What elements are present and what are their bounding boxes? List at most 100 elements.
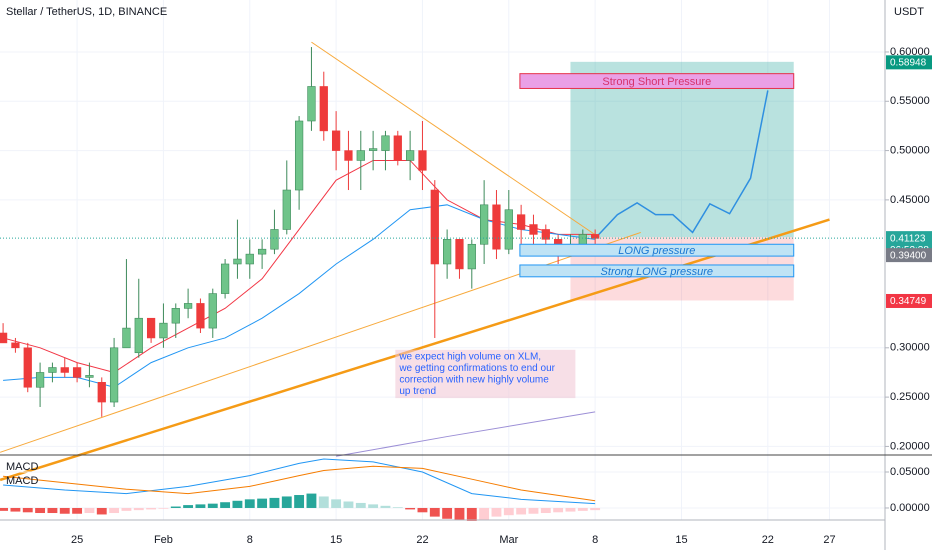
label-box xyxy=(519,264,795,278)
candle-body xyxy=(85,375,94,378)
candle-body xyxy=(492,204,501,250)
histogram-bar xyxy=(84,507,95,514)
histogram-bar xyxy=(355,502,366,508)
candle-body xyxy=(23,347,32,388)
y-tick-label: 0.55000 xyxy=(890,95,930,107)
candle-body xyxy=(319,86,328,132)
candle-body xyxy=(541,229,550,240)
histogram-bar xyxy=(244,499,255,508)
candle-body xyxy=(418,150,427,171)
note-text: up trend xyxy=(399,386,436,397)
candle-body xyxy=(233,258,242,265)
candle-body xyxy=(405,150,415,161)
candle-body xyxy=(146,317,156,339)
histogram-bar xyxy=(96,507,107,515)
candle-body xyxy=(480,204,489,245)
histogram-bar xyxy=(590,507,601,511)
histogram-bar xyxy=(392,507,403,508)
candle-body xyxy=(159,322,168,339)
candle-body xyxy=(393,135,402,161)
line-series xyxy=(594,90,769,239)
histogram-bar xyxy=(22,507,33,513)
candle-body xyxy=(11,342,20,349)
x-tick-label: 27 xyxy=(823,534,835,546)
histogram-bar xyxy=(59,507,70,514)
price-badge xyxy=(886,248,932,263)
x-tick-label: 15 xyxy=(675,534,687,546)
histogram-bar xyxy=(146,507,157,510)
candle-body xyxy=(381,135,390,151)
macd-subtitle: MACD xyxy=(6,475,38,487)
line-series xyxy=(311,41,598,237)
x-tick-label: 8 xyxy=(592,534,598,546)
histogram-bar xyxy=(257,498,268,508)
candle-body xyxy=(48,367,57,373)
price-badge xyxy=(886,55,932,70)
label-box xyxy=(519,73,795,89)
note-text: we getting confirmations to end our xyxy=(398,363,555,374)
candle-body xyxy=(529,224,538,235)
x-tick-label: 8 xyxy=(247,534,253,546)
histogram-bar xyxy=(331,499,342,508)
y-tick-label: 0.50000 xyxy=(890,144,930,156)
label-text: LONG pressure xyxy=(618,245,695,257)
histogram-bar xyxy=(47,507,58,514)
y-tick-label: 0.60000 xyxy=(890,46,930,58)
histogram-bar xyxy=(133,507,144,511)
candle-body xyxy=(467,243,476,270)
histogram-bar xyxy=(294,495,305,508)
candle-body xyxy=(196,303,205,329)
candle-body xyxy=(344,150,353,161)
price-badge-label: 0.34749 xyxy=(890,296,927,307)
x-tick-label: 15 xyxy=(330,534,342,546)
label-text: Strong LONG pressure xyxy=(601,266,714,278)
x-tick-label: 22 xyxy=(416,534,428,546)
candle-body xyxy=(307,86,316,122)
x-tick-label: 22 xyxy=(762,534,774,546)
candle-body xyxy=(430,189,439,265)
histogram-bar xyxy=(281,496,292,508)
histogram-bar xyxy=(183,505,194,508)
label-box xyxy=(519,243,795,257)
histogram-bar xyxy=(516,507,527,515)
candle-body xyxy=(134,317,143,354)
histogram-bar xyxy=(195,504,206,508)
histogram-bar xyxy=(109,507,120,514)
candle-body xyxy=(97,382,106,403)
histogram-bar xyxy=(10,507,21,512)
histogram-bar xyxy=(429,507,440,517)
note-text: we expect high volume on XLM, xyxy=(398,351,541,362)
macd-title: MACD xyxy=(6,461,38,473)
candle-body xyxy=(282,189,291,230)
histogram-bar xyxy=(540,507,551,514)
candle-body xyxy=(443,239,452,265)
candle-body xyxy=(220,263,230,294)
histogram-bar xyxy=(72,507,83,514)
candle-body xyxy=(72,367,82,378)
y-tick-label: 0.05000 xyxy=(890,466,930,478)
candle-body xyxy=(578,234,587,245)
line-series xyxy=(3,458,596,505)
price-badge-label: 0.39400 xyxy=(890,250,927,261)
line-series xyxy=(336,411,596,457)
candle-body xyxy=(455,239,464,270)
histogram-bar xyxy=(306,493,317,508)
histogram-bar xyxy=(491,507,502,517)
histogram-bar xyxy=(0,507,9,511)
y-tick-label: 0.25000 xyxy=(890,391,930,403)
y-tick-label: 0.00000 xyxy=(890,502,930,514)
histogram-bar xyxy=(207,503,218,508)
histogram-bar xyxy=(343,501,354,508)
histogram-bar xyxy=(442,507,453,519)
histogram-bar xyxy=(368,504,379,508)
histogram-bar xyxy=(121,507,132,511)
histogram-bar xyxy=(35,507,46,514)
candle-body xyxy=(122,327,131,349)
histogram-bar xyxy=(466,507,477,521)
candle-body xyxy=(504,209,513,250)
histogram-bar xyxy=(553,507,564,513)
x-tick-label: 25 xyxy=(71,534,83,546)
candle-body xyxy=(245,253,254,265)
candle-body xyxy=(368,148,378,151)
